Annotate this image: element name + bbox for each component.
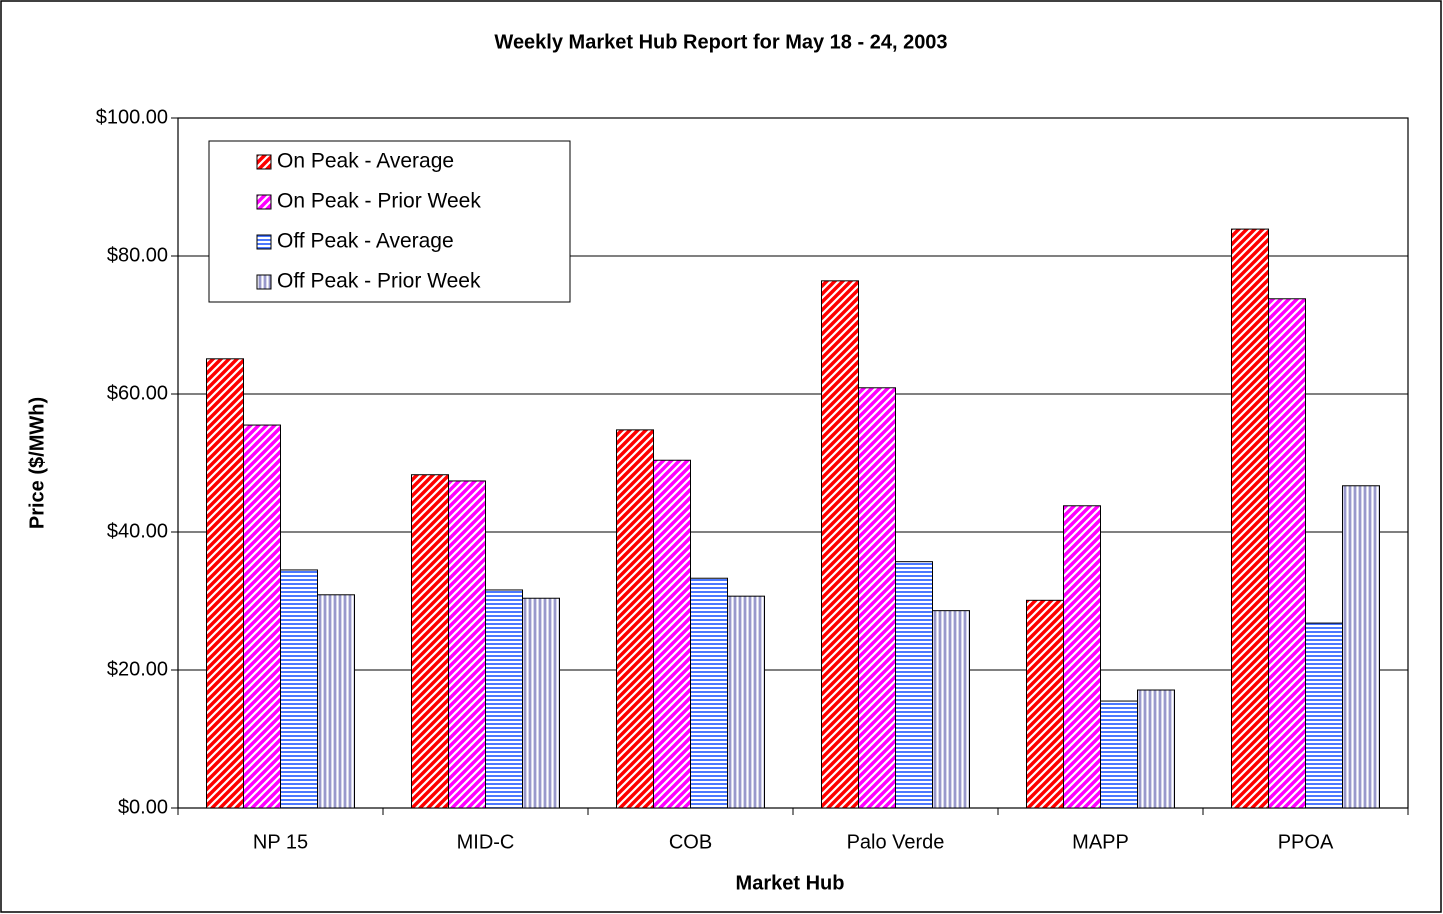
bar — [243, 424, 281, 809]
x-tick-label: MAPP — [1072, 831, 1129, 853]
bar — [411, 474, 449, 809]
bar — [1100, 700, 1138, 809]
bar — [1137, 689, 1175, 809]
legend-label: Off Peak - Prior Week — [277, 270, 481, 293]
legend-label: Off Peak - Average — [277, 230, 454, 253]
bar — [317, 594, 355, 809]
x-tick-label: COB — [669, 831, 712, 853]
chart-title: Weekly Market Hub Report for May 18 - 24… — [494, 31, 947, 53]
x-tick-label: Palo Verde — [847, 831, 945, 853]
bar — [1305, 622, 1343, 809]
bar — [690, 577, 728, 809]
legend-swatch — [256, 154, 272, 170]
bar — [522, 597, 560, 809]
legend-label: On Peak - Average — [277, 150, 454, 173]
bar — [932, 610, 970, 809]
y-tick-label: $0.00 — [118, 796, 168, 818]
bar — [895, 561, 933, 809]
bar — [653, 459, 691, 809]
bar — [206, 358, 244, 809]
y-tick-label: $40.00 — [107, 520, 168, 542]
bar — [821, 280, 859, 809]
x-tick-label: MID-C — [457, 831, 515, 853]
legend-label: On Peak - Prior Week — [277, 190, 481, 213]
y-tick-label: $60.00 — [107, 382, 168, 404]
y-tick-label: $80.00 — [107, 244, 168, 266]
bar — [1231, 228, 1269, 809]
bar — [1268, 298, 1306, 809]
bar — [1342, 485, 1380, 809]
bar — [1063, 505, 1101, 809]
bar — [616, 429, 654, 809]
x-tick-label: PPOA — [1278, 831, 1334, 853]
x-tick-label: NP 15 — [253, 831, 308, 853]
y-tick-label: $100.00 — [96, 106, 168, 128]
legend-swatch — [256, 234, 272, 250]
bar — [1026, 599, 1064, 809]
legend-swatch — [256, 274, 272, 290]
y-tick-label: $20.00 — [107, 658, 168, 680]
legend-swatch — [256, 194, 272, 210]
bar — [280, 569, 318, 809]
x-axis-title: Market Hub — [736, 872, 845, 894]
bar — [448, 480, 486, 809]
bar — [727, 595, 765, 809]
y-axis-title: Price ($/MWh) — [26, 397, 48, 529]
bar — [485, 589, 523, 809]
bar — [858, 387, 896, 809]
